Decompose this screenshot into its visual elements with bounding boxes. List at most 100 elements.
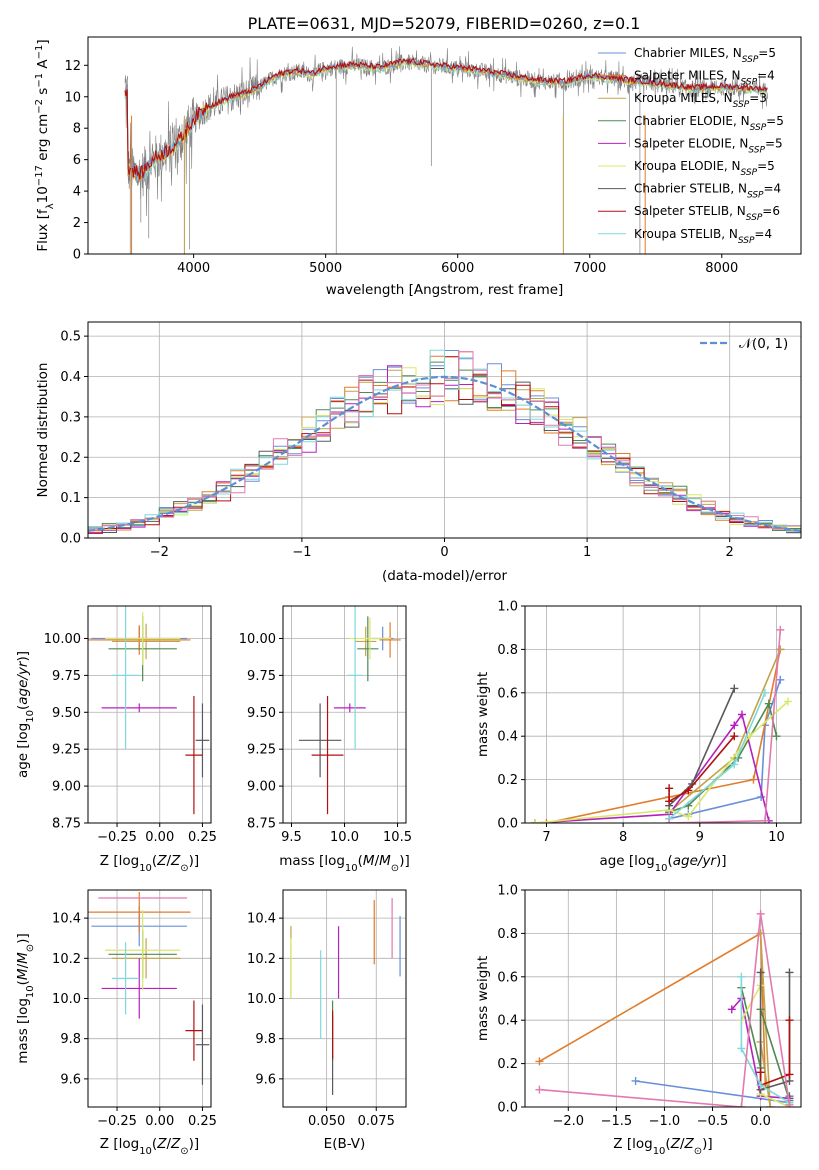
label-part: 10 — [653, 1146, 666, 1157]
y-tick-label: 0.8 — [497, 643, 518, 658]
weight-marker-chabrier_elodie — [764, 699, 773, 708]
x-tick-label: 0.075 — [358, 1114, 395, 1129]
weight-line-pink — [539, 913, 791, 1107]
y-tick-label: 8.75 — [247, 817, 276, 832]
spectrum-axes: 4000 5000 6000 7000 8000 0 2 4 6 8 10 12 — [64, 59, 738, 276]
x-tick-label: 0.25 — [188, 1114, 217, 1129]
x-tick-label: 1 — [583, 545, 591, 560]
x-tick-label: −0.25 — [97, 1114, 137, 1129]
label-part: ⊙ — [180, 1146, 188, 1157]
ebv_mass-plot — [290, 898, 401, 1095]
legend-eq: =5 — [766, 114, 784, 128]
y-tick-label: 0.2 — [497, 773, 518, 788]
label-part: s — [35, 88, 51, 99]
y-tick-label: 0.3 — [60, 410, 81, 425]
y-tick-label: 9.00 — [247, 780, 276, 795]
y-tick-label: 4 — [73, 185, 81, 200]
x-tick-label: −0.25 — [97, 830, 137, 845]
legend-entry: Salpeter ELODIE, NSSP=5 — [634, 136, 783, 155]
label-part: −1 — [34, 73, 45, 88]
weight-marker-salpeter_stelib — [665, 784, 674, 793]
x-tick-label: 10 — [768, 830, 785, 845]
weight-marker-salpeter_stelib — [785, 1016, 794, 1025]
label-part: age [log — [599, 853, 654, 869]
legend-sub: SSP — [733, 100, 750, 110]
legend-sub: SSP — [750, 123, 767, 133]
weight-marker-chabrier_miles — [776, 675, 785, 684]
label-part: age [log — [15, 723, 31, 778]
y-tick-label: 6 — [73, 153, 81, 168]
legend-eq: =4 — [757, 69, 775, 83]
weight-line-salpeter_stelib — [759, 1020, 791, 1087]
age-weight-xlabel: age [log10(age/yr)] — [599, 853, 726, 874]
weight-marker-chabrier_stelib — [730, 684, 739, 693]
weight-marker-kroupa_stelib — [756, 1081, 765, 1090]
ebv_mass-axes: 0.050 0.075 9.6 9.8 10.0 10.2 10.4 — [247, 890, 406, 1129]
legend-entry: Chabrier MILES, NSSP=5 — [634, 46, 776, 65]
x-tick-label: 8 — [619, 830, 627, 845]
weight-marker-kroupa_stelib — [737, 1044, 746, 1053]
age_weight-axes: 7 8 9 10 0.0 0.2 0.4 0.6 0.8 1.0 — [497, 600, 801, 845]
y-tick-label: 9.75 — [247, 669, 276, 684]
legend-entry: Salpeter MILES, NSSP=4 — [634, 69, 775, 88]
y-tick-label: 12 — [64, 59, 81, 74]
z-mass-ylabel: mass [log10(M/M⊙)] — [15, 933, 36, 1063]
label-part: ( — [665, 1136, 670, 1152]
weight-marker-kroupa_stelib — [737, 972, 746, 981]
weight-marker-pink — [665, 819, 674, 823]
legend-text: Kroupa STELIB, N — [634, 227, 738, 241]
y-tick-label: 0.4 — [60, 370, 81, 385]
y-tick-label: 0.6 — [497, 970, 518, 985]
label-part: )] — [716, 853, 727, 869]
y-tick-label: 10.00 — [44, 632, 81, 647]
x-tick-label: 10.5 — [383, 830, 412, 845]
weight-marker-kroupa_elodie — [530, 819, 539, 823]
legend-sub: SSP — [747, 191, 764, 201]
legend-eq: =5 — [758, 46, 776, 60]
z-weight-xlabel: Z [log10(Z/Z⊙)] — [613, 1136, 712, 1157]
legend-eq: =6 — [762, 204, 780, 218]
label-part: )] — [702, 1136, 713, 1152]
label-part: age/yr — [673, 853, 718, 869]
x-tick-label: −2 — [150, 545, 169, 560]
ebv_mass-frame — [282, 889, 407, 1108]
label-part: Z [log — [100, 853, 139, 869]
age_weight-frame — [524, 605, 802, 824]
label-part: )] — [189, 853, 200, 869]
label-part: ( — [667, 853, 672, 869]
y-tick-label: 0.4 — [497, 1014, 518, 1029]
label-part: )] — [399, 853, 410, 869]
label-part: 10 — [25, 985, 36, 998]
y-tick-label: 9.25 — [247, 743, 276, 758]
label-part: ( — [152, 853, 157, 869]
label-part: M — [15, 968, 31, 980]
legend-text: Salpeter MILES, N — [634, 69, 741, 83]
legend-eq: =4 — [754, 227, 772, 241]
x-tick-label: 0.0 — [750, 1114, 771, 1129]
label-part: ( — [15, 705, 31, 710]
weight-marker-pink — [785, 1100, 794, 1107]
legend-entry: Salpeter STELIB, NSSP=6 — [634, 204, 780, 223]
x-tick-label: 5000 — [309, 261, 342, 276]
legend-text: Salpeter STELIB, N — [634, 204, 746, 218]
legend-sub: SSP — [741, 168, 758, 178]
z-weight-ylabel: mass weight — [475, 956, 491, 1041]
x-tick-label: 7000 — [573, 261, 606, 276]
y-tick-label: 1.0 — [497, 884, 518, 899]
residuals-ylabel: Normed distribution — [35, 363, 51, 498]
weight-marker-pink — [776, 625, 785, 634]
x-tick-label: 2 — [726, 545, 734, 560]
label-part: −2 — [34, 99, 45, 114]
y-tick-label: 10.00 — [239, 632, 276, 647]
legend-eq: =4 — [764, 182, 782, 196]
label-part: 10 — [35, 186, 51, 203]
label-part: −17 — [34, 165, 45, 186]
y-tick-label: 9.50 — [52, 706, 81, 721]
residual-histogram-pink — [88, 351, 801, 536]
mass_age-frame — [282, 605, 407, 824]
label-part: )] — [15, 933, 31, 944]
y-tick-label: 9.50 — [247, 706, 276, 721]
z-age-ylabel: age [log10(age/yr)] — [15, 651, 36, 778]
weight-marker-salpeter_miles — [542, 819, 551, 823]
label-part: ( — [358, 853, 363, 869]
